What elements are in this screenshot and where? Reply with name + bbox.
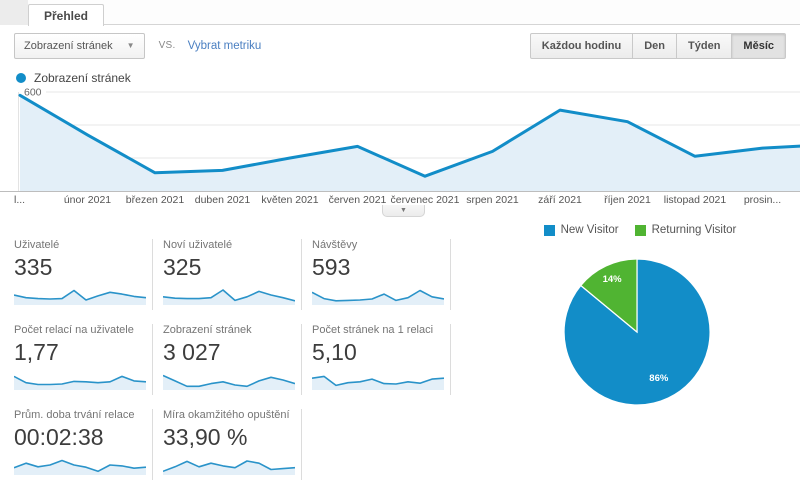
pie-legend-item-1[interactable]: Returning Visitor [634,224,737,236]
pie-slice-label: 14% [603,274,623,285]
sparkline-line [163,289,295,302]
metric-sparkline [14,375,146,390]
x-axis-tick-label: únor 2021 [64,194,111,206]
metric-card-3[interactable]: Počet relací na uživatele 1,77 [14,324,153,395]
legend-swatch-icon [543,224,555,236]
x-axis-tick-label: září 2021 [538,194,582,206]
granularity-switcher: Každou hodinu Den Týden Měsíc [529,32,786,59]
x-axis-tick-label: květen 2021 [261,194,318,206]
sparkline-fill [312,376,444,390]
metric-sparkline [312,375,444,390]
pie-legend-item-0[interactable]: New Visitor [543,224,619,236]
metric-card-2[interactable]: Návštěvy 593 [312,239,451,310]
tab-prehled[interactable]: Přehled [28,4,105,26]
metric-row: Prům. doba trvání relace 00:02:38 Míra oka… [14,409,484,480]
sparkline-fill [312,290,444,305]
metric-row: Počet relací na uživatele 1,77 Zobrazení s… [14,324,484,395]
granularity-button-0[interactable]: Každou hodinu [529,32,634,59]
select-metric-link[interactable]: Vybrat metriku [187,39,262,52]
metric-label: Zobrazení stránek [163,324,252,336]
metric-sparkline [14,289,146,305]
metric-card-5[interactable]: Počet stránek na 1 relaci 5,10 [312,324,451,395]
x-axis-tick-label: červen 2021 [329,194,387,206]
metric-sparkline [312,289,444,305]
x-axis-tick-label: srpen 2021 [466,194,519,206]
sparkline-fill [163,461,295,475]
sparkline-fill [14,460,146,475]
pie-legend: New Visitor Returning Visitor [535,224,745,236]
sparkline-line [163,374,295,388]
sparkline-line [312,289,444,302]
sparkline-line [14,289,146,301]
metric-value: 33,90 % [163,424,248,450]
metric-value: 1,77 [14,339,59,365]
tab-bar-corner [0,0,28,25]
series-legend-label: Zobrazení stránek [34,71,131,85]
visitor-type-pie-chart[interactable]: 86% 14% [535,240,745,412]
metric-label: Noví uživatelé [163,239,233,251]
metric-value: 3 027 [163,339,221,365]
metric-card-6[interactable]: Prům. doba trvání relace 00:02:38 [14,409,153,480]
pie-slice-1[interactable] [579,258,638,334]
metric-dropdown[interactable]: Zobrazení stránek ▼ [14,32,145,59]
x-axis-tick-label: červenec 2021 [391,194,460,206]
sparkline-line [312,375,444,387]
metric-value: 5,10 [312,339,357,365]
sparkline-fill [14,290,146,305]
x-axis-tick-label: duben 2021 [195,194,251,206]
metric-label: Počet stránek na 1 relaci [312,324,434,336]
x-axis-tick-label: prosin... [744,194,781,206]
metric-value: 335 [14,254,53,280]
visitor-type-panel: New Visitor Returning Visitor 86% 14% [535,224,745,412]
metric-sparkline [14,459,146,475]
granularity-button-2[interactable]: Týden [676,32,733,59]
metric-label: Míra okamžitého opuštění [163,409,290,421]
metric-label: Návštěvy [312,239,358,251]
chevron-down-icon: ▼ [400,207,407,214]
series-dot-icon [16,73,26,83]
chevron-down-icon: ▼ [126,41,135,50]
metric-sparkline [163,374,295,390]
metric-cards: Uživatelé 335 Noví uživatelé 325 Návštěvy 593… [14,239,484,494]
metric-card-1[interactable]: Noví uživatelé 325 [163,239,302,310]
metric-label: Uživatelé [14,239,60,251]
metric-card-4[interactable]: Zobrazení stránek 3 027 [163,324,302,395]
metric-sparkline [163,289,295,305]
metric-sparkline [163,460,295,475]
pie-slice-label: 86% [649,373,669,384]
pie-legend-label: New Visitor [560,224,619,236]
metric-value: 325 [163,254,202,280]
pageviews-line [18,93,800,178]
granularity-button-3[interactable]: Měsíc [731,32,786,59]
tab-bar: Přehled [0,0,800,26]
sparkline-fill [163,290,295,305]
sparkline-line [14,375,146,386]
legend-swatch-icon [634,224,646,236]
metric-dropdown-value: Zobrazení stránek [24,39,113,52]
pageviews-area-fill [20,95,800,191]
x-axis-tick-label: l... [14,194,25,206]
y-axis-tick-label: 600 [24,87,42,99]
x-axis-tick-label: říjen 2021 [604,194,651,206]
granularity-button-1[interactable]: Den [632,32,678,59]
x-axis-tick-label: březen 2021 [126,194,185,206]
sparkline-fill [14,376,146,390]
metric-label: Počet relací na uživatele [14,324,134,336]
metric-card-0[interactable]: Uživatelé 335 [14,239,153,310]
pie-legend-label: Returning Visitor [651,224,737,236]
sparkline-line [14,459,146,473]
series-legend: Zobrazení stránek [16,71,131,85]
chart-expander-button[interactable]: ▼ [382,205,425,217]
vs-label: vs. [158,40,176,51]
sparkline-line [163,460,295,473]
metric-value: 593 [312,254,351,280]
metric-label: Prům. doba trvání relace [14,409,135,421]
x-axis-tick-label: listopad 2021 [664,194,727,206]
metric-value: 00:02:38 [14,424,104,450]
chart-toolbar: Zobrazení stránek ▼ vs. Vybrat metriku K… [14,32,786,59]
metric-row: Uživatelé 335 Noví uživatelé 325 Návštěvy 593 [14,239,484,310]
metric-card-7[interactable]: Míra okamžitého opuštění 33,90 % [163,409,302,480]
